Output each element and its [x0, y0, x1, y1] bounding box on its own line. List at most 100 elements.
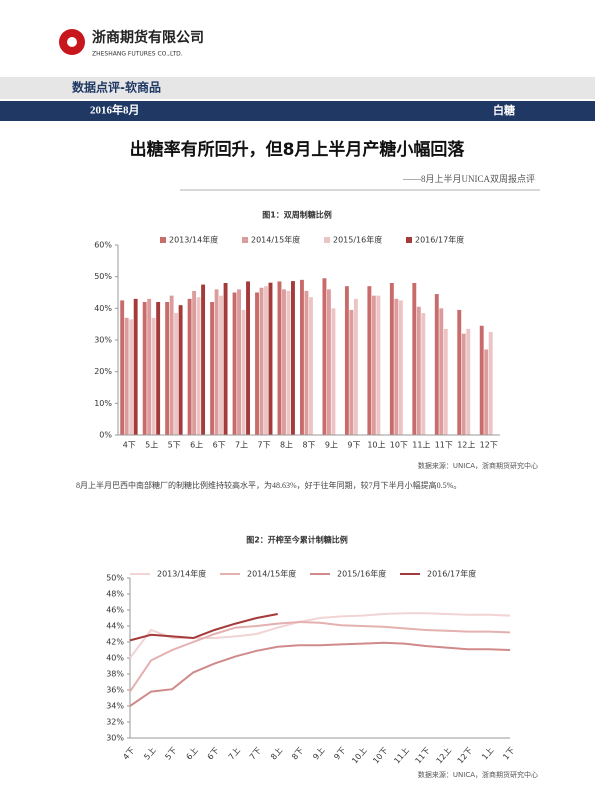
bar — [151, 317, 156, 435]
source: 数据来源：UNICA，浙商期货研究中心 — [418, 770, 538, 779]
y-tick-label: 40% — [94, 304, 112, 313]
bar — [129, 319, 134, 435]
bar — [192, 290, 197, 435]
product: 白糖 — [493, 103, 515, 117]
y-tick-label: 50% — [94, 272, 112, 281]
date: 2016年8月 — [90, 103, 140, 117]
y-tick-label: 40% — [106, 654, 124, 663]
company: 浙商期货有限公司 — [92, 29, 204, 46]
x-tick-label: 9上 — [325, 441, 338, 450]
x-tick-label: 4下 — [121, 746, 136, 762]
legend-label: 2013/14年度 — [157, 569, 206, 579]
bar — [232, 292, 237, 435]
bar — [286, 290, 291, 435]
legend-swatch — [160, 237, 166, 243]
x-tick-label: 5下 — [163, 746, 178, 762]
bar — [367, 286, 372, 435]
bar — [196, 297, 201, 435]
bar — [124, 317, 129, 435]
bar — [309, 297, 313, 435]
bar — [174, 313, 179, 435]
bar — [277, 281, 282, 435]
legend-swatch — [406, 237, 412, 243]
x-tick-label: 10上 — [367, 441, 385, 450]
x-tick-label: 8上 — [280, 441, 293, 450]
legend-label: 2015/16年度 — [333, 235, 382, 245]
y-tick-label: 36% — [106, 686, 124, 695]
x-tick-label: 6下 — [213, 441, 226, 450]
x-tick-label: 12上 — [435, 746, 454, 766]
bar — [331, 308, 336, 435]
x-tick-label: 11下 — [413, 746, 432, 766]
bar — [210, 302, 215, 435]
x-tick-label: 6上 — [185, 746, 200, 762]
x-tick-label: 12下 — [456, 746, 475, 766]
bar — [259, 287, 264, 435]
bar — [237, 289, 241, 435]
legend-label: 2015/16年度 — [337, 569, 386, 579]
x-tick-label: 8下 — [290, 746, 305, 762]
y-tick-label: 50% — [106, 574, 124, 583]
x-tick-label: 12上 — [457, 441, 475, 450]
section: 数据点评-软商品 — [72, 80, 161, 95]
legend-swatch — [324, 237, 330, 243]
x-tick-label: 4下 — [123, 441, 136, 450]
logo-inner — [67, 37, 77, 47]
x-tick-label: 7下 — [248, 746, 263, 762]
date-bar — [0, 101, 595, 121]
x-tick-label: 10下 — [371, 746, 390, 766]
bar — [434, 294, 439, 435]
legend-label: 2013/14年度 — [169, 235, 218, 245]
company-en: ZHESHANG FUTURES CO.,LTD. — [92, 51, 183, 58]
bar — [214, 289, 219, 435]
chart-title: 图2：开榨至今累计制糖比例 — [246, 535, 348, 545]
x-tick-label: 9下 — [347, 441, 360, 450]
y-tick-label: 20% — [94, 367, 112, 376]
y-tick-label: 42% — [106, 638, 124, 647]
paragraph: 8月上半月巴西中南部糖厂的制糖比例维持较高水平，为48.63%，好于往年同期，较… — [76, 481, 462, 490]
x-tick-label: 6上 — [190, 441, 203, 450]
bar — [156, 302, 161, 435]
y-tick-label: 60% — [94, 241, 112, 250]
subtitle: ——8月上半月UNICA双周报点评 — [402, 173, 535, 184]
bar — [241, 309, 246, 435]
bar — [120, 300, 125, 435]
x-tick-label: 7上 — [235, 441, 248, 450]
section-bar — [0, 77, 595, 99]
bar — [268, 282, 273, 435]
bar — [178, 305, 183, 435]
y-tick-label: 44% — [106, 622, 124, 631]
y-tick-label: 30% — [94, 336, 112, 345]
x-tick-label: 6下 — [206, 746, 221, 762]
y-tick-label: 32% — [106, 718, 124, 727]
bar — [416, 306, 421, 435]
bar — [264, 286, 268, 435]
x-tick-label: 10上 — [350, 746, 369, 766]
x-tick-label: 9上 — [311, 746, 326, 762]
x-tick-label: 11上 — [412, 441, 430, 450]
bar — [421, 313, 426, 435]
bar — [439, 308, 444, 435]
x-tick-label: 8上 — [269, 746, 284, 762]
bar — [246, 281, 250, 435]
x-tick-label: 9下 — [332, 746, 347, 762]
bar — [304, 290, 309, 435]
title: 出糖率有所回升，但8月上半月产糖小幅回落 — [130, 139, 466, 160]
x-tick-label: 7下 — [258, 441, 271, 450]
bar — [371, 295, 376, 435]
bar — [165, 302, 170, 435]
y-tick-label: 34% — [106, 702, 124, 711]
legend-swatch — [242, 237, 248, 243]
bar — [353, 298, 358, 435]
y-tick-label: 38% — [106, 670, 124, 679]
bar — [169, 295, 174, 435]
x-tick-label: 7上 — [227, 746, 242, 762]
bar — [443, 328, 448, 435]
x-tick-label: 5上 — [145, 441, 158, 450]
line — [129, 612, 511, 659]
x-tick-label: 10下 — [390, 441, 408, 450]
x-tick-label: 8下 — [302, 441, 315, 450]
bar — [344, 286, 349, 435]
